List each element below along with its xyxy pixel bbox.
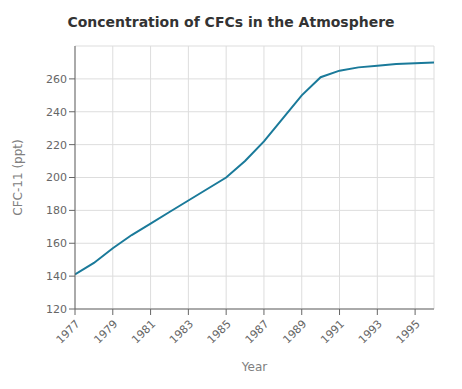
svg-text:1991: 1991: [318, 317, 347, 346]
svg-text:1981: 1981: [129, 317, 158, 346]
svg-text:240: 240: [46, 106, 67, 119]
svg-text:160: 160: [46, 237, 67, 250]
svg-text:Year: Year: [241, 360, 267, 374]
svg-text:1977: 1977: [54, 317, 83, 346]
svg-text:180: 180: [46, 204, 67, 217]
svg-text:1989: 1989: [280, 317, 309, 346]
svg-text:1995: 1995: [394, 317, 423, 346]
html-text:Concentration of CFCs in the A: Concentration of CFCs in the Atmosphere: [67, 14, 395, 30]
svg-text:CFC-11 (ppt): CFC-11 (ppt): [11, 139, 25, 215]
svg-text:200: 200: [46, 171, 67, 184]
svg-text:1983: 1983: [167, 317, 196, 346]
svg-text:220: 220: [46, 139, 67, 152]
svg-text:1987: 1987: [243, 317, 272, 346]
svg-text:120: 120: [46, 303, 67, 316]
svg-text:1985: 1985: [205, 317, 234, 346]
svg-text:1993: 1993: [356, 317, 385, 346]
svg-text:140: 140: [46, 270, 67, 283]
svg-text:1979: 1979: [91, 317, 120, 346]
svg-text:260: 260: [46, 73, 67, 86]
